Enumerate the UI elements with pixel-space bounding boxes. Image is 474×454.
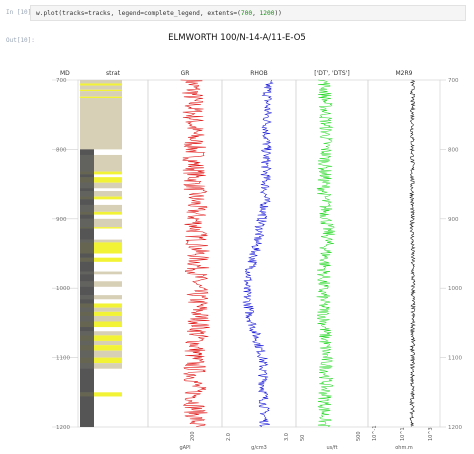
strat-interval xyxy=(80,218,122,228)
strat-interval xyxy=(80,171,122,175)
strat-interval xyxy=(80,357,122,364)
strat-interval xyxy=(80,80,122,84)
track-2-unit: g/cm3 xyxy=(251,445,267,451)
strat-interval xyxy=(80,281,122,287)
strat-interval xyxy=(80,307,122,312)
strat-interval xyxy=(80,83,122,86)
code-number-end: 1200 xyxy=(259,10,275,17)
depth-label-right: 1000 xyxy=(448,286,462,292)
strat-interval xyxy=(80,242,122,254)
code-line[interactable]: w.plot(tracks=tracks, legend=complete_le… xyxy=(36,10,282,17)
depth-label-left: 1200 xyxy=(56,425,70,431)
notebook-input-cell: In [10]: w.plot(tracks=tracks, legend=co… xyxy=(0,0,474,28)
strat-dark-column xyxy=(80,149,94,427)
track-header-0: strat xyxy=(106,70,121,77)
track-4-tick-label: 10^3 xyxy=(428,427,434,441)
strat-interval xyxy=(80,311,122,316)
strat-interval xyxy=(80,295,122,300)
strat-interval xyxy=(80,227,122,229)
track-1-unit: gAPI xyxy=(179,445,190,451)
code-prefix: w.plot(tracks=tracks, legend=complete_le… xyxy=(36,10,241,17)
depth-label-right: 1200 xyxy=(448,425,462,431)
strat-interval xyxy=(80,182,122,189)
strat-interval xyxy=(80,204,122,212)
depth-label-right: 800 xyxy=(448,147,459,153)
track-4-unit: ohm.m xyxy=(395,445,413,451)
strat-interval xyxy=(80,91,122,97)
figure-title: ELMWORTH 100/N-14-A/11-E-O5 xyxy=(168,33,306,43)
track-2-tick-label: 3.0 xyxy=(284,433,290,441)
strat-interval xyxy=(80,315,122,322)
track-frame-1 xyxy=(147,79,223,428)
code-suffix: )) xyxy=(274,10,282,17)
track-frame-2 xyxy=(221,79,297,428)
track-header-1: GR xyxy=(181,70,190,77)
res-curve xyxy=(409,79,416,427)
depth-label-left: 1000 xyxy=(56,286,70,292)
strat-interval xyxy=(80,239,122,243)
code-separator: , xyxy=(252,10,260,17)
strat-interval xyxy=(80,191,122,197)
depth-label-left: 1100 xyxy=(56,356,70,362)
strat-interval xyxy=(80,303,122,308)
track-header-3: ['DT', 'DTS'] xyxy=(314,70,349,77)
strat-interval xyxy=(80,392,122,397)
strat-interval xyxy=(80,98,122,150)
strat-interval xyxy=(80,340,122,346)
dt-curve xyxy=(316,79,335,427)
strat-interval xyxy=(80,363,122,369)
depth-axis-label: MD xyxy=(60,70,70,77)
strat-interval xyxy=(80,196,122,200)
track-4-tick-label: 10^1 xyxy=(400,427,406,441)
depth-label-right: 700 xyxy=(448,78,459,84)
strat-interval xyxy=(80,85,122,90)
strat-interval xyxy=(80,331,122,336)
depth-label-left: 800 xyxy=(56,147,67,153)
track-2-tick-label: 2.0 xyxy=(226,433,232,441)
depth-label-right: 1100 xyxy=(448,356,462,362)
code-number-start: 700 xyxy=(240,10,253,17)
strat-interval xyxy=(80,350,122,358)
strat-interval xyxy=(80,89,122,92)
depth-label-left: 700 xyxy=(56,78,67,84)
track-frame-4 xyxy=(367,79,441,428)
depth-label-right: 900 xyxy=(448,217,459,223)
track-3-unit: us/ft xyxy=(326,445,337,451)
code-editor[interactable]: w.plot(tracks=tracks, legend=complete_le… xyxy=(30,5,466,21)
rhob-curve xyxy=(242,79,274,427)
depth-label-left: 900 xyxy=(56,217,67,223)
strat-interval xyxy=(80,211,122,215)
strat-interval xyxy=(80,321,122,328)
strat-interval xyxy=(80,345,122,351)
input-prompt: In [10]: xyxy=(6,9,35,16)
track-4-tick-label: 10^-1 xyxy=(372,425,378,441)
track-header-2: RHOB xyxy=(250,70,268,77)
strat-interval xyxy=(80,335,122,341)
track-frame-3 xyxy=(295,79,369,428)
track-header-4: M2R9 xyxy=(396,70,413,77)
output-prompt: Out[10]: xyxy=(6,37,35,44)
gr-curve xyxy=(180,79,210,427)
track-3-tick-label: 50 xyxy=(300,435,306,441)
track-3-tick-label: 500 xyxy=(356,431,362,441)
strat-interval xyxy=(80,96,122,99)
track-1-tick-label: 200 xyxy=(190,431,196,441)
strat-interval xyxy=(80,177,122,183)
strat-interval xyxy=(80,257,122,262)
strat-interval xyxy=(80,271,122,275)
